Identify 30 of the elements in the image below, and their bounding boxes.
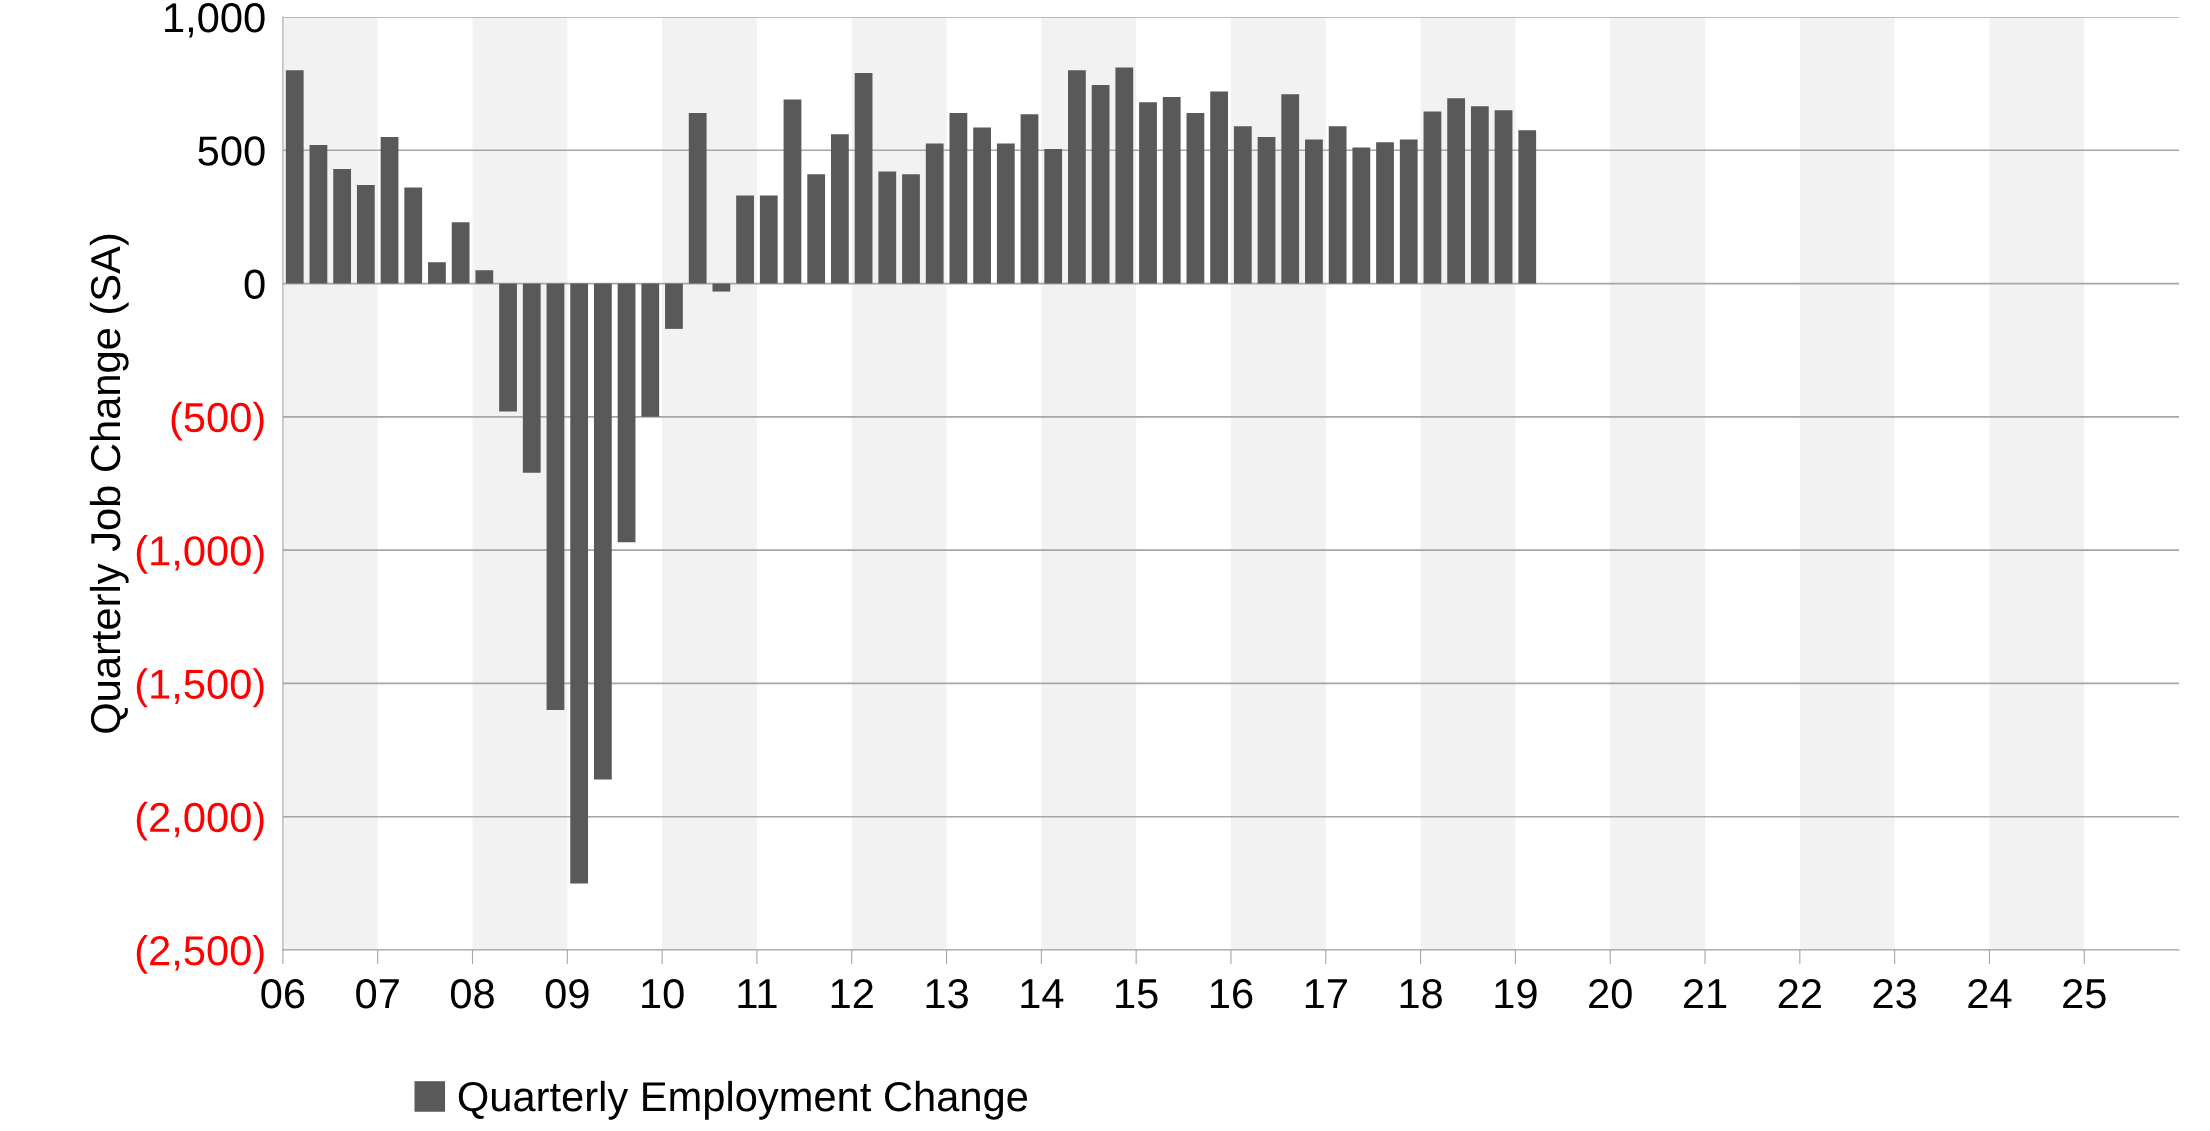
x-tick-label: 21 (1683, 978, 1727, 1009)
y-axis-title: Quarterly Job Change (SA) (89, 234, 129, 733)
x-tick-label: 19 (1495, 978, 1537, 1009)
legend-label: Quarterly Employment Change (458, 1080, 1028, 1120)
x-tick-label: 24 (1968, 978, 2012, 1009)
x-tick-label: 16 (1210, 978, 1253, 1009)
x-tick-label: 25 (2063, 978, 2106, 1009)
x-tick-label: 13 (926, 978, 968, 1009)
x-tick-label: 15 (1116, 979, 1158, 1009)
x-tick-label: 07 (356, 978, 399, 1009)
x-tick-label: 22 (1778, 978, 1821, 1009)
y-tick-label: 0 (244, 269, 265, 300)
x-tick-label: 09 (545, 978, 589, 1009)
x-tick-label: 17 (1305, 979, 1347, 1009)
x-tick-label: 12 (831, 978, 873, 1009)
x-tick-label: 20 (1589, 978, 1632, 1009)
y-tick-label: 1,000 (165, 2, 265, 38)
x-tick-label: 14 (1021, 979, 1064, 1009)
y-tick-label: (1,000) (136, 535, 264, 574)
x-tick-label: 10 (642, 978, 684, 1009)
y-tick-label: (2,500) (136, 934, 264, 974)
x-tick-label: 18 (1400, 978, 1442, 1009)
y-tick-label: (500) (171, 401, 264, 441)
y-tick-label: (1,500) (136, 668, 264, 708)
x-tick-label: 06 (261, 978, 305, 1009)
y-tick-label: 500 (198, 136, 265, 166)
x-tick-label: 11 (738, 979, 777, 1009)
y-tick-label: (2,000) (136, 801, 264, 841)
x-tick-label: 08 (450, 978, 494, 1009)
x-tick-label: 23 (1873, 978, 1916, 1009)
